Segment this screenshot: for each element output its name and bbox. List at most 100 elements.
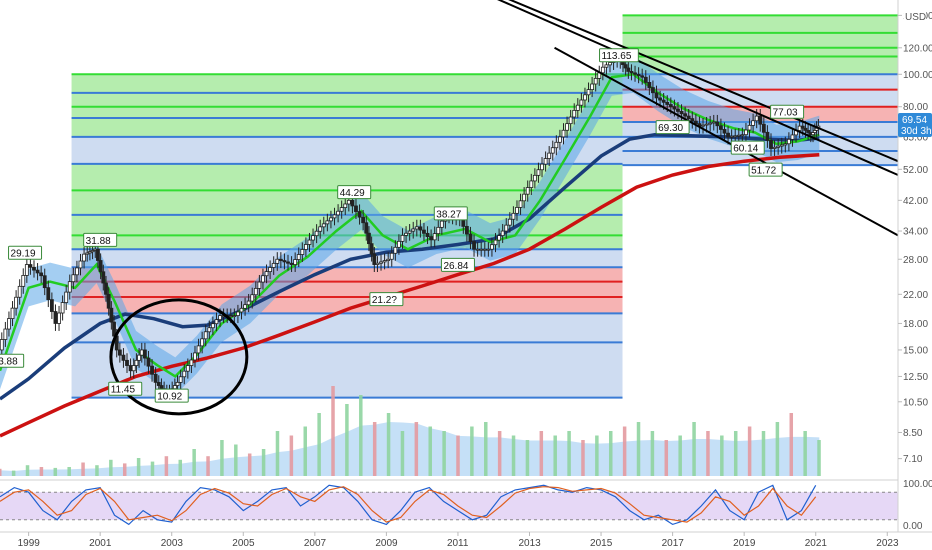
right-zone-band xyxy=(622,32,898,48)
candle-body xyxy=(196,345,201,354)
last-price-tag-bg xyxy=(898,113,932,137)
time-axis-label: 2015 xyxy=(590,538,613,549)
moving-averages xyxy=(0,72,820,438)
candle-body xyxy=(354,205,358,212)
candle-body xyxy=(529,180,534,188)
trendlines[interactable] xyxy=(408,0,899,237)
candle-body xyxy=(361,216,366,224)
annotation-label: 31.88 xyxy=(86,236,111,247)
candle-body xyxy=(640,75,645,78)
candle-body xyxy=(565,123,569,131)
candle-body xyxy=(550,147,555,154)
candle-body xyxy=(325,220,330,225)
candle-body xyxy=(579,99,584,106)
candle-body xyxy=(623,64,628,69)
currency-badge-bg xyxy=(904,12,926,22)
volume-bar xyxy=(622,426,627,476)
candle-body xyxy=(339,207,344,212)
price-axis-label: 15.00 xyxy=(903,345,928,356)
candle-body xyxy=(172,385,177,390)
candle-body xyxy=(156,381,161,386)
trendline[interactable] xyxy=(408,0,899,176)
right-zone-band xyxy=(622,15,898,33)
annotation-box xyxy=(0,353,25,368)
candle-body xyxy=(511,212,516,220)
candle-body xyxy=(264,271,269,277)
candle-body xyxy=(372,253,377,265)
candle-body xyxy=(346,199,351,205)
volume-bar xyxy=(567,431,571,476)
volume-bar xyxy=(428,426,432,476)
volume-bar xyxy=(331,386,335,476)
candle-body xyxy=(364,222,369,234)
left-zone-band xyxy=(71,92,623,107)
candle-body xyxy=(407,230,412,234)
candle-body xyxy=(146,357,151,367)
candle-body xyxy=(253,287,258,296)
candle-body xyxy=(121,354,126,361)
candle-body xyxy=(479,248,484,251)
candle-body xyxy=(286,261,290,264)
candle-body xyxy=(178,376,183,383)
candle-body xyxy=(575,104,580,111)
candle-body xyxy=(0,339,4,351)
candle-body xyxy=(189,359,194,366)
trendline[interactable] xyxy=(554,46,899,237)
time-axis-label: 2021 xyxy=(805,538,828,549)
volume-bar xyxy=(247,453,252,476)
candle-body xyxy=(350,199,355,207)
annotation-box xyxy=(599,48,639,63)
candle-body xyxy=(719,125,723,130)
candle-body xyxy=(318,226,323,232)
candle-body xyxy=(134,359,139,366)
ellipse-annotation[interactable] xyxy=(109,298,249,416)
candle-body xyxy=(142,349,147,359)
candle-body xyxy=(321,223,326,228)
candle-body xyxy=(701,124,705,127)
candle-body xyxy=(261,275,265,283)
candle-body xyxy=(282,260,287,263)
candle-body xyxy=(708,122,713,125)
volume-bar xyxy=(664,440,669,476)
candle-body xyxy=(78,260,83,269)
candle-body xyxy=(572,109,577,118)
candle-body xyxy=(367,232,371,245)
annotation-box xyxy=(730,140,765,155)
price-axis-label: 18.00 xyxy=(903,319,928,330)
volume-pane xyxy=(0,386,821,476)
candle-body xyxy=(733,135,738,138)
price-axis-label: 34.00 xyxy=(903,227,928,238)
volume-bar xyxy=(359,395,363,476)
candle-body xyxy=(150,365,154,375)
candle-body xyxy=(250,294,255,302)
last-price-tag: 69.54 30d 3h xyxy=(898,113,932,137)
candle-body xyxy=(96,248,100,261)
stochastic-tick-label: 100.00 xyxy=(903,479,932,490)
candle-body xyxy=(776,145,781,148)
annotation-label: 10.92 xyxy=(157,392,182,403)
volume-bar xyxy=(289,435,294,476)
candle-body xyxy=(343,203,348,209)
volume-bar xyxy=(414,422,419,476)
consolidation-ellipse[interactable] xyxy=(109,298,249,416)
candle-body xyxy=(468,233,473,243)
left-zone-band xyxy=(71,313,623,343)
candle-body xyxy=(786,138,791,145)
volume-bar xyxy=(11,470,16,476)
candle-body xyxy=(289,262,294,265)
candle-body xyxy=(389,252,394,260)
trendline[interactable] xyxy=(465,0,899,163)
volume-bar xyxy=(400,431,405,476)
volume-bar xyxy=(733,431,738,476)
candle-body xyxy=(137,354,141,361)
time-axis-label: 2003 xyxy=(161,538,184,549)
candle-body xyxy=(790,134,795,140)
candle-body xyxy=(668,104,673,108)
candle-body xyxy=(422,229,426,234)
volume-bar xyxy=(234,444,238,476)
candle-body xyxy=(554,141,559,149)
candle-body xyxy=(21,275,26,287)
fast-moving-average xyxy=(0,72,820,378)
annotation-label: 11.45 xyxy=(111,385,136,396)
